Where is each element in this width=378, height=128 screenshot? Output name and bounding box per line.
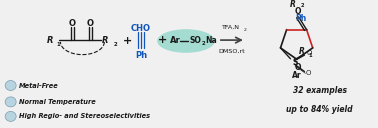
Text: O: O xyxy=(294,63,301,72)
Text: +: + xyxy=(158,35,167,45)
Text: Ar: Ar xyxy=(170,36,181,45)
Text: O: O xyxy=(305,70,311,76)
Text: up to 84% yield: up to 84% yield xyxy=(286,105,353,114)
Text: 1: 1 xyxy=(309,53,312,58)
Text: Metal-Free: Metal-Free xyxy=(19,83,58,89)
Text: Normal Temperature: Normal Temperature xyxy=(19,99,95,105)
Text: High Regio- and Stereoselectivities: High Regio- and Stereoselectivities xyxy=(19,113,150,119)
Text: +: + xyxy=(122,36,132,46)
Text: R: R xyxy=(47,36,54,45)
Text: O: O xyxy=(87,19,94,28)
Text: TFA,N: TFA,N xyxy=(221,25,239,30)
Text: 2: 2 xyxy=(243,28,246,32)
Text: R: R xyxy=(299,47,305,56)
Text: R: R xyxy=(102,36,109,45)
Text: Na: Na xyxy=(205,36,217,45)
Text: CHO: CHO xyxy=(130,24,150,33)
Text: 32 examples: 32 examples xyxy=(293,87,347,95)
Text: 2: 2 xyxy=(301,3,304,8)
Text: R: R xyxy=(290,0,296,9)
Text: O: O xyxy=(294,7,301,16)
Text: Ph: Ph xyxy=(135,51,147,60)
Text: 1: 1 xyxy=(56,42,60,47)
Text: 2: 2 xyxy=(113,42,117,47)
Text: SO: SO xyxy=(189,36,201,45)
Circle shape xyxy=(5,97,16,107)
Text: O: O xyxy=(69,19,76,28)
Text: Ar: Ar xyxy=(293,71,302,80)
Text: Ph: Ph xyxy=(295,14,306,23)
Text: S: S xyxy=(293,58,298,67)
Circle shape xyxy=(5,111,16,121)
Text: O: O xyxy=(307,50,312,56)
Circle shape xyxy=(5,81,16,90)
Ellipse shape xyxy=(157,29,215,53)
Text: DMSO,rt: DMSO,rt xyxy=(218,49,245,54)
Text: 2: 2 xyxy=(202,41,206,46)
